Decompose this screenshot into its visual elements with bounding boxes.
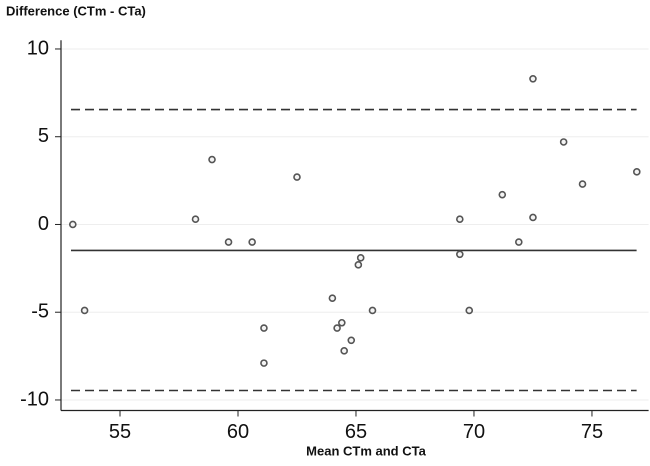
point xyxy=(368,306,377,315)
point xyxy=(529,75,537,83)
point xyxy=(356,254,365,262)
point xyxy=(340,347,348,355)
point xyxy=(338,318,346,327)
point xyxy=(456,215,464,224)
x-tick-label: 60 xyxy=(227,421,249,443)
x-tick-label: 55 xyxy=(109,421,131,443)
point xyxy=(260,324,268,332)
y-tick-label: 0 xyxy=(38,213,49,235)
x-tick-label: 70 xyxy=(463,421,485,443)
point xyxy=(293,173,301,181)
point xyxy=(191,215,200,224)
point xyxy=(80,306,89,315)
y-axis-title: Difference (CTm - CTa) xyxy=(6,3,146,18)
point xyxy=(529,213,537,222)
y-tick-label: -10 xyxy=(20,388,49,410)
y-tick-label: -5 xyxy=(31,301,49,323)
y-tick-label: 10 xyxy=(27,37,49,59)
point xyxy=(328,294,337,302)
point xyxy=(333,324,341,332)
point xyxy=(68,220,77,229)
point xyxy=(633,168,641,176)
point xyxy=(347,336,356,345)
point xyxy=(465,306,474,315)
point xyxy=(515,238,523,246)
point xyxy=(354,261,363,269)
point xyxy=(456,250,464,259)
x-tick-label: 75 xyxy=(581,421,603,443)
point xyxy=(578,180,587,188)
point xyxy=(248,238,256,246)
point xyxy=(208,155,216,164)
y-tick-label: 5 xyxy=(38,125,49,147)
point xyxy=(260,359,268,367)
point xyxy=(498,190,507,199)
point xyxy=(559,138,568,146)
x-tick-label: 65 xyxy=(345,421,367,443)
point xyxy=(224,238,233,246)
x-axis-title: Mean CTm and CTa xyxy=(306,443,426,458)
